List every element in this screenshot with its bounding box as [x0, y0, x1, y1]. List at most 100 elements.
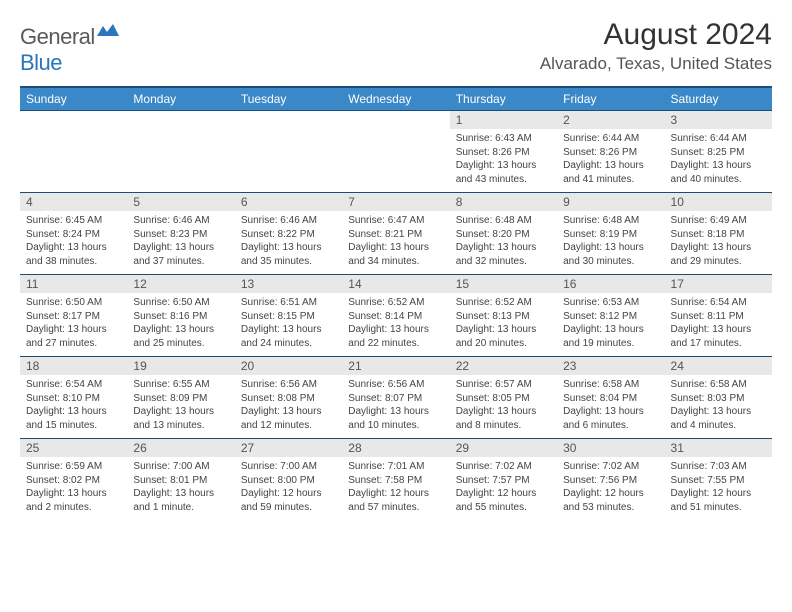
sunset-line: Sunset: 8:18 PM	[671, 228, 766, 242]
date-label: 5	[127, 193, 234, 211]
daylight-line: Daylight: 13 hours and 29 minutes.	[671, 241, 766, 268]
sunrise-line: Sunrise: 6:58 AM	[563, 378, 658, 392]
calendar-day-cell: 18Sunrise: 6:54 AMSunset: 8:10 PMDayligh…	[20, 357, 127, 439]
day-header-cell: Thursday	[450, 87, 557, 111]
sunset-line: Sunset: 8:04 PM	[563, 392, 658, 406]
day-header-cell: Wednesday	[342, 87, 449, 111]
day-header-cell: Monday	[127, 87, 234, 111]
date-label	[235, 111, 342, 129]
date-label: 27	[235, 439, 342, 457]
sunset-line: Sunset: 7:57 PM	[456, 474, 551, 488]
sunset-line: Sunset: 8:01 PM	[133, 474, 228, 488]
day-details: Sunrise: 6:45 AMSunset: 8:24 PMDaylight:…	[20, 211, 127, 274]
date-label: 12	[127, 275, 234, 293]
calendar-day-cell: 9Sunrise: 6:48 AMSunset: 8:19 PMDaylight…	[557, 193, 664, 275]
date-label: 15	[450, 275, 557, 293]
date-label: 9	[557, 193, 664, 211]
date-label: 21	[342, 357, 449, 375]
daylight-line: Daylight: 13 hours and 19 minutes.	[563, 323, 658, 350]
calendar-day-cell: 4Sunrise: 6:45 AMSunset: 8:24 PMDaylight…	[20, 193, 127, 275]
day-details: Sunrise: 7:02 AMSunset: 7:56 PMDaylight:…	[557, 457, 664, 520]
calendar-week-row: 1Sunrise: 6:43 AMSunset: 8:26 PMDaylight…	[20, 111, 772, 193]
day-details: Sunrise: 6:44 AMSunset: 8:26 PMDaylight:…	[557, 129, 664, 192]
daylight-line: Daylight: 13 hours and 13 minutes.	[133, 405, 228, 432]
calendar-day-cell: 10Sunrise: 6:49 AMSunset: 8:18 PMDayligh…	[665, 193, 772, 275]
daylight-line: Daylight: 13 hours and 10 minutes.	[348, 405, 443, 432]
day-details: Sunrise: 6:46 AMSunset: 8:23 PMDaylight:…	[127, 211, 234, 274]
calendar-day-cell: 20Sunrise: 6:56 AMSunset: 8:08 PMDayligh…	[235, 357, 342, 439]
sunset-line: Sunset: 8:03 PM	[671, 392, 766, 406]
sunrise-line: Sunrise: 6:47 AM	[348, 214, 443, 228]
location-text: Alvarado, Texas, United States	[540, 54, 772, 74]
day-details: Sunrise: 6:47 AMSunset: 8:21 PMDaylight:…	[342, 211, 449, 274]
sunrise-line: Sunrise: 7:03 AM	[671, 460, 766, 474]
sunrise-line: Sunrise: 6:50 AM	[26, 296, 121, 310]
sunset-line: Sunset: 8:13 PM	[456, 310, 551, 324]
calendar-day-cell: 7Sunrise: 6:47 AMSunset: 8:21 PMDaylight…	[342, 193, 449, 275]
daylight-line: Daylight: 12 hours and 59 minutes.	[241, 487, 336, 514]
sunrise-line: Sunrise: 6:59 AM	[26, 460, 121, 474]
daylight-line: Daylight: 13 hours and 17 minutes.	[671, 323, 766, 350]
date-label	[342, 111, 449, 129]
daylight-line: Daylight: 13 hours and 12 minutes.	[241, 405, 336, 432]
sunrise-line: Sunrise: 6:56 AM	[241, 378, 336, 392]
day-details: Sunrise: 7:00 AMSunset: 8:00 PMDaylight:…	[235, 457, 342, 520]
sunset-line: Sunset: 8:25 PM	[671, 146, 766, 160]
calendar-day-cell: 12Sunrise: 6:50 AMSunset: 8:16 PMDayligh…	[127, 275, 234, 357]
date-label: 18	[20, 357, 127, 375]
sunrise-line: Sunrise: 6:52 AM	[456, 296, 551, 310]
daylight-line: Daylight: 12 hours and 57 minutes.	[348, 487, 443, 514]
calendar-day-cell: 13Sunrise: 6:51 AMSunset: 8:15 PMDayligh…	[235, 275, 342, 357]
day-details	[127, 129, 234, 187]
daylight-line: Daylight: 13 hours and 30 minutes.	[563, 241, 658, 268]
day-details: Sunrise: 6:59 AMSunset: 8:02 PMDaylight:…	[20, 457, 127, 520]
day-header-cell: Saturday	[665, 87, 772, 111]
sunset-line: Sunset: 8:26 PM	[456, 146, 551, 160]
day-details: Sunrise: 6:58 AMSunset: 8:03 PMDaylight:…	[665, 375, 772, 438]
day-details: Sunrise: 6:56 AMSunset: 8:08 PMDaylight:…	[235, 375, 342, 438]
calendar-day-cell: 6Sunrise: 6:46 AMSunset: 8:22 PMDaylight…	[235, 193, 342, 275]
calendar-day-cell: 28Sunrise: 7:01 AMSunset: 7:58 PMDayligh…	[342, 439, 449, 521]
daylight-line: Daylight: 13 hours and 38 minutes.	[26, 241, 121, 268]
day-details	[342, 129, 449, 187]
sunrise-line: Sunrise: 6:53 AM	[563, 296, 658, 310]
calendar-day-cell: 21Sunrise: 6:56 AMSunset: 8:07 PMDayligh…	[342, 357, 449, 439]
calendar-day-cell: 25Sunrise: 6:59 AMSunset: 8:02 PMDayligh…	[20, 439, 127, 521]
calendar-day-cell: 8Sunrise: 6:48 AMSunset: 8:20 PMDaylight…	[450, 193, 557, 275]
calendar-day-cell: 24Sunrise: 6:58 AMSunset: 8:03 PMDayligh…	[665, 357, 772, 439]
sunset-line: Sunset: 8:12 PM	[563, 310, 658, 324]
day-details: Sunrise: 6:49 AMSunset: 8:18 PMDaylight:…	[665, 211, 772, 274]
calendar-empty-cell	[342, 111, 449, 193]
sunrise-line: Sunrise: 6:57 AM	[456, 378, 551, 392]
day-details: Sunrise: 6:50 AMSunset: 8:16 PMDaylight:…	[127, 293, 234, 356]
date-label: 4	[20, 193, 127, 211]
date-label: 25	[20, 439, 127, 457]
daylight-line: Daylight: 13 hours and 40 minutes.	[671, 159, 766, 186]
daylight-line: Daylight: 13 hours and 2 minutes.	[26, 487, 121, 514]
sunrise-line: Sunrise: 6:48 AM	[456, 214, 551, 228]
logo-part1: General	[20, 24, 95, 49]
sunrise-line: Sunrise: 6:48 AM	[563, 214, 658, 228]
day-details: Sunrise: 6:43 AMSunset: 8:26 PMDaylight:…	[450, 129, 557, 192]
sunset-line: Sunset: 7:56 PM	[563, 474, 658, 488]
calendar-week-row: 18 Sunrise: 6:54 AMSunset: 8:10 PM Dayligh…	[20, 357, 772, 439]
sunrise-line: Sunrise: 6:46 AM	[133, 214, 228, 228]
day-details: Sunrise: 7:03 AMSunset: 7:55 PMDaylight:…	[665, 457, 772, 520]
calendar-day-cell: 19Sunrise: 6:55 AMSunset: 8:09 PMDayligh…	[127, 357, 234, 439]
sunrise-line: Sunrise: 7:00 AM	[241, 460, 336, 474]
calendar-day-cell: 30Sunrise: 7:02 AMSunset: 7:56 PMDayligh…	[557, 439, 664, 521]
date-label: 29	[450, 439, 557, 457]
daylight-line: Daylight: 13 hours and 6 minutes.	[563, 405, 658, 432]
date-label	[127, 111, 234, 129]
calendar-week-row: 4Sunrise: 6:45 AMSunset: 8:24 PMDaylight…	[20, 193, 772, 275]
sunrise-line: Sunrise: 6:44 AM	[671, 132, 766, 146]
sunrise-line: Sunrise: 6:54 AM	[26, 378, 121, 392]
date-label: 16	[557, 275, 664, 293]
date-label: 26	[127, 439, 234, 457]
daylight-line: Daylight: 13 hours and 41 minutes.	[563, 159, 658, 186]
sunset-line: Sunset: 8:10 PM	[26, 392, 121, 406]
sunrise-line: Sunrise: 6:43 AM	[456, 132, 551, 146]
sunrise-line: Sunrise: 6:50 AM	[133, 296, 228, 310]
sunrise-line: Sunrise: 6:56 AM	[348, 378, 443, 392]
calendar-day-cell: 5Sunrise: 6:46 AMSunset: 8:23 PMDaylight…	[127, 193, 234, 275]
